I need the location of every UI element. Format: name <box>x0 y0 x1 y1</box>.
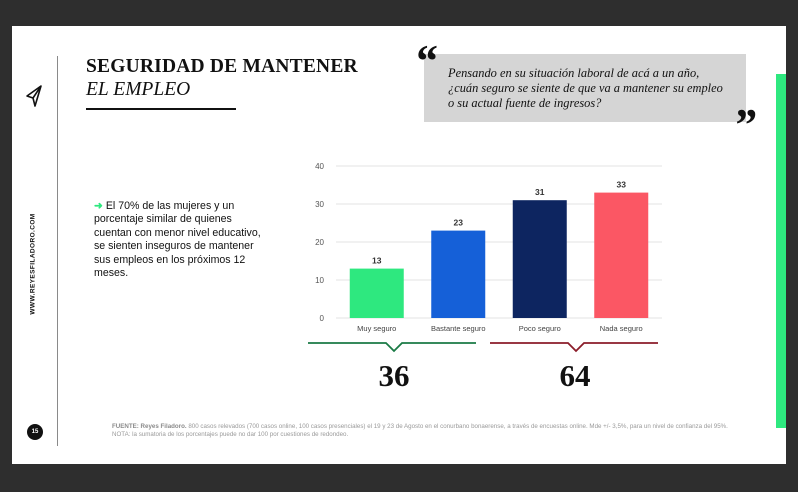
group-total-unsafe: 64 <box>559 358 591 393</box>
data-label: 31 <box>535 187 545 197</box>
x-tick-label: Nada seguro <box>600 324 643 333</box>
accent-bar <box>776 74 786 428</box>
data-label: 13 <box>372 256 382 266</box>
data-label: 33 <box>617 180 627 190</box>
insight-bullet: ➜ El 70% de las mujeres y un porcentaje … <box>94 200 272 280</box>
close-quote-icon: ” <box>733 99 756 150</box>
arrow-right-icon: ➜ <box>94 200 103 212</box>
open-quote-icon: “ <box>414 35 437 86</box>
bar <box>349 268 404 318</box>
source-text: 800 casos relevados (700 casos online, 1… <box>112 423 728 439</box>
data-label: 23 <box>454 218 464 228</box>
bar <box>594 192 649 318</box>
group-braces <box>308 342 658 353</box>
brace-safe <box>308 342 476 353</box>
question-box: Pensando en su situación laboral de acá … <box>424 54 746 122</box>
x-tick-label: Poco seguro <box>519 324 561 333</box>
y-tick-label: 20 <box>315 238 324 247</box>
y-tick-label: 40 <box>315 162 324 171</box>
x-tick-label: Bastante seguro <box>431 324 486 333</box>
page-title: SEGURIDAD DE MANTENER <box>86 56 358 77</box>
bar <box>431 230 486 318</box>
brace-unsafe <box>490 342 658 353</box>
bar-chart: 0 10 20 30 40 13 Muy seguro 23 Bastante seguro 31… <box>315 162 662 333</box>
source-label: FUENTE: Reyes Filadoro. <box>112 423 187 430</box>
y-tick-label: 10 <box>315 276 324 285</box>
y-tick-label: 30 <box>315 200 324 209</box>
source-note: FUENTE: Reyes Filadoro. 800 casos releva… <box>112 423 742 440</box>
title-underline <box>86 108 236 110</box>
x-tick-label: Muy seguro <box>357 324 396 333</box>
paper-plane-icon <box>26 85 42 107</box>
bar <box>512 200 567 318</box>
page-subtitle: EL EMPLEO <box>86 79 191 100</box>
y-tick-label: 0 <box>320 314 325 323</box>
slide: WWW.REYESFILADORO.COM 15 SEGURIDAD DE MA… <box>12 26 786 464</box>
page-number: 15 <box>27 424 43 440</box>
website-url: WWW.REYESFILADORO.COM <box>29 213 37 315</box>
sidebar-divider <box>57 56 58 446</box>
insight-text: El 70% de las mujeres y un porcentaje si… <box>94 200 261 280</box>
group-total-safe: 36 <box>378 358 410 393</box>
question-text: Pensando en su situación laboral de acá … <box>448 66 723 110</box>
